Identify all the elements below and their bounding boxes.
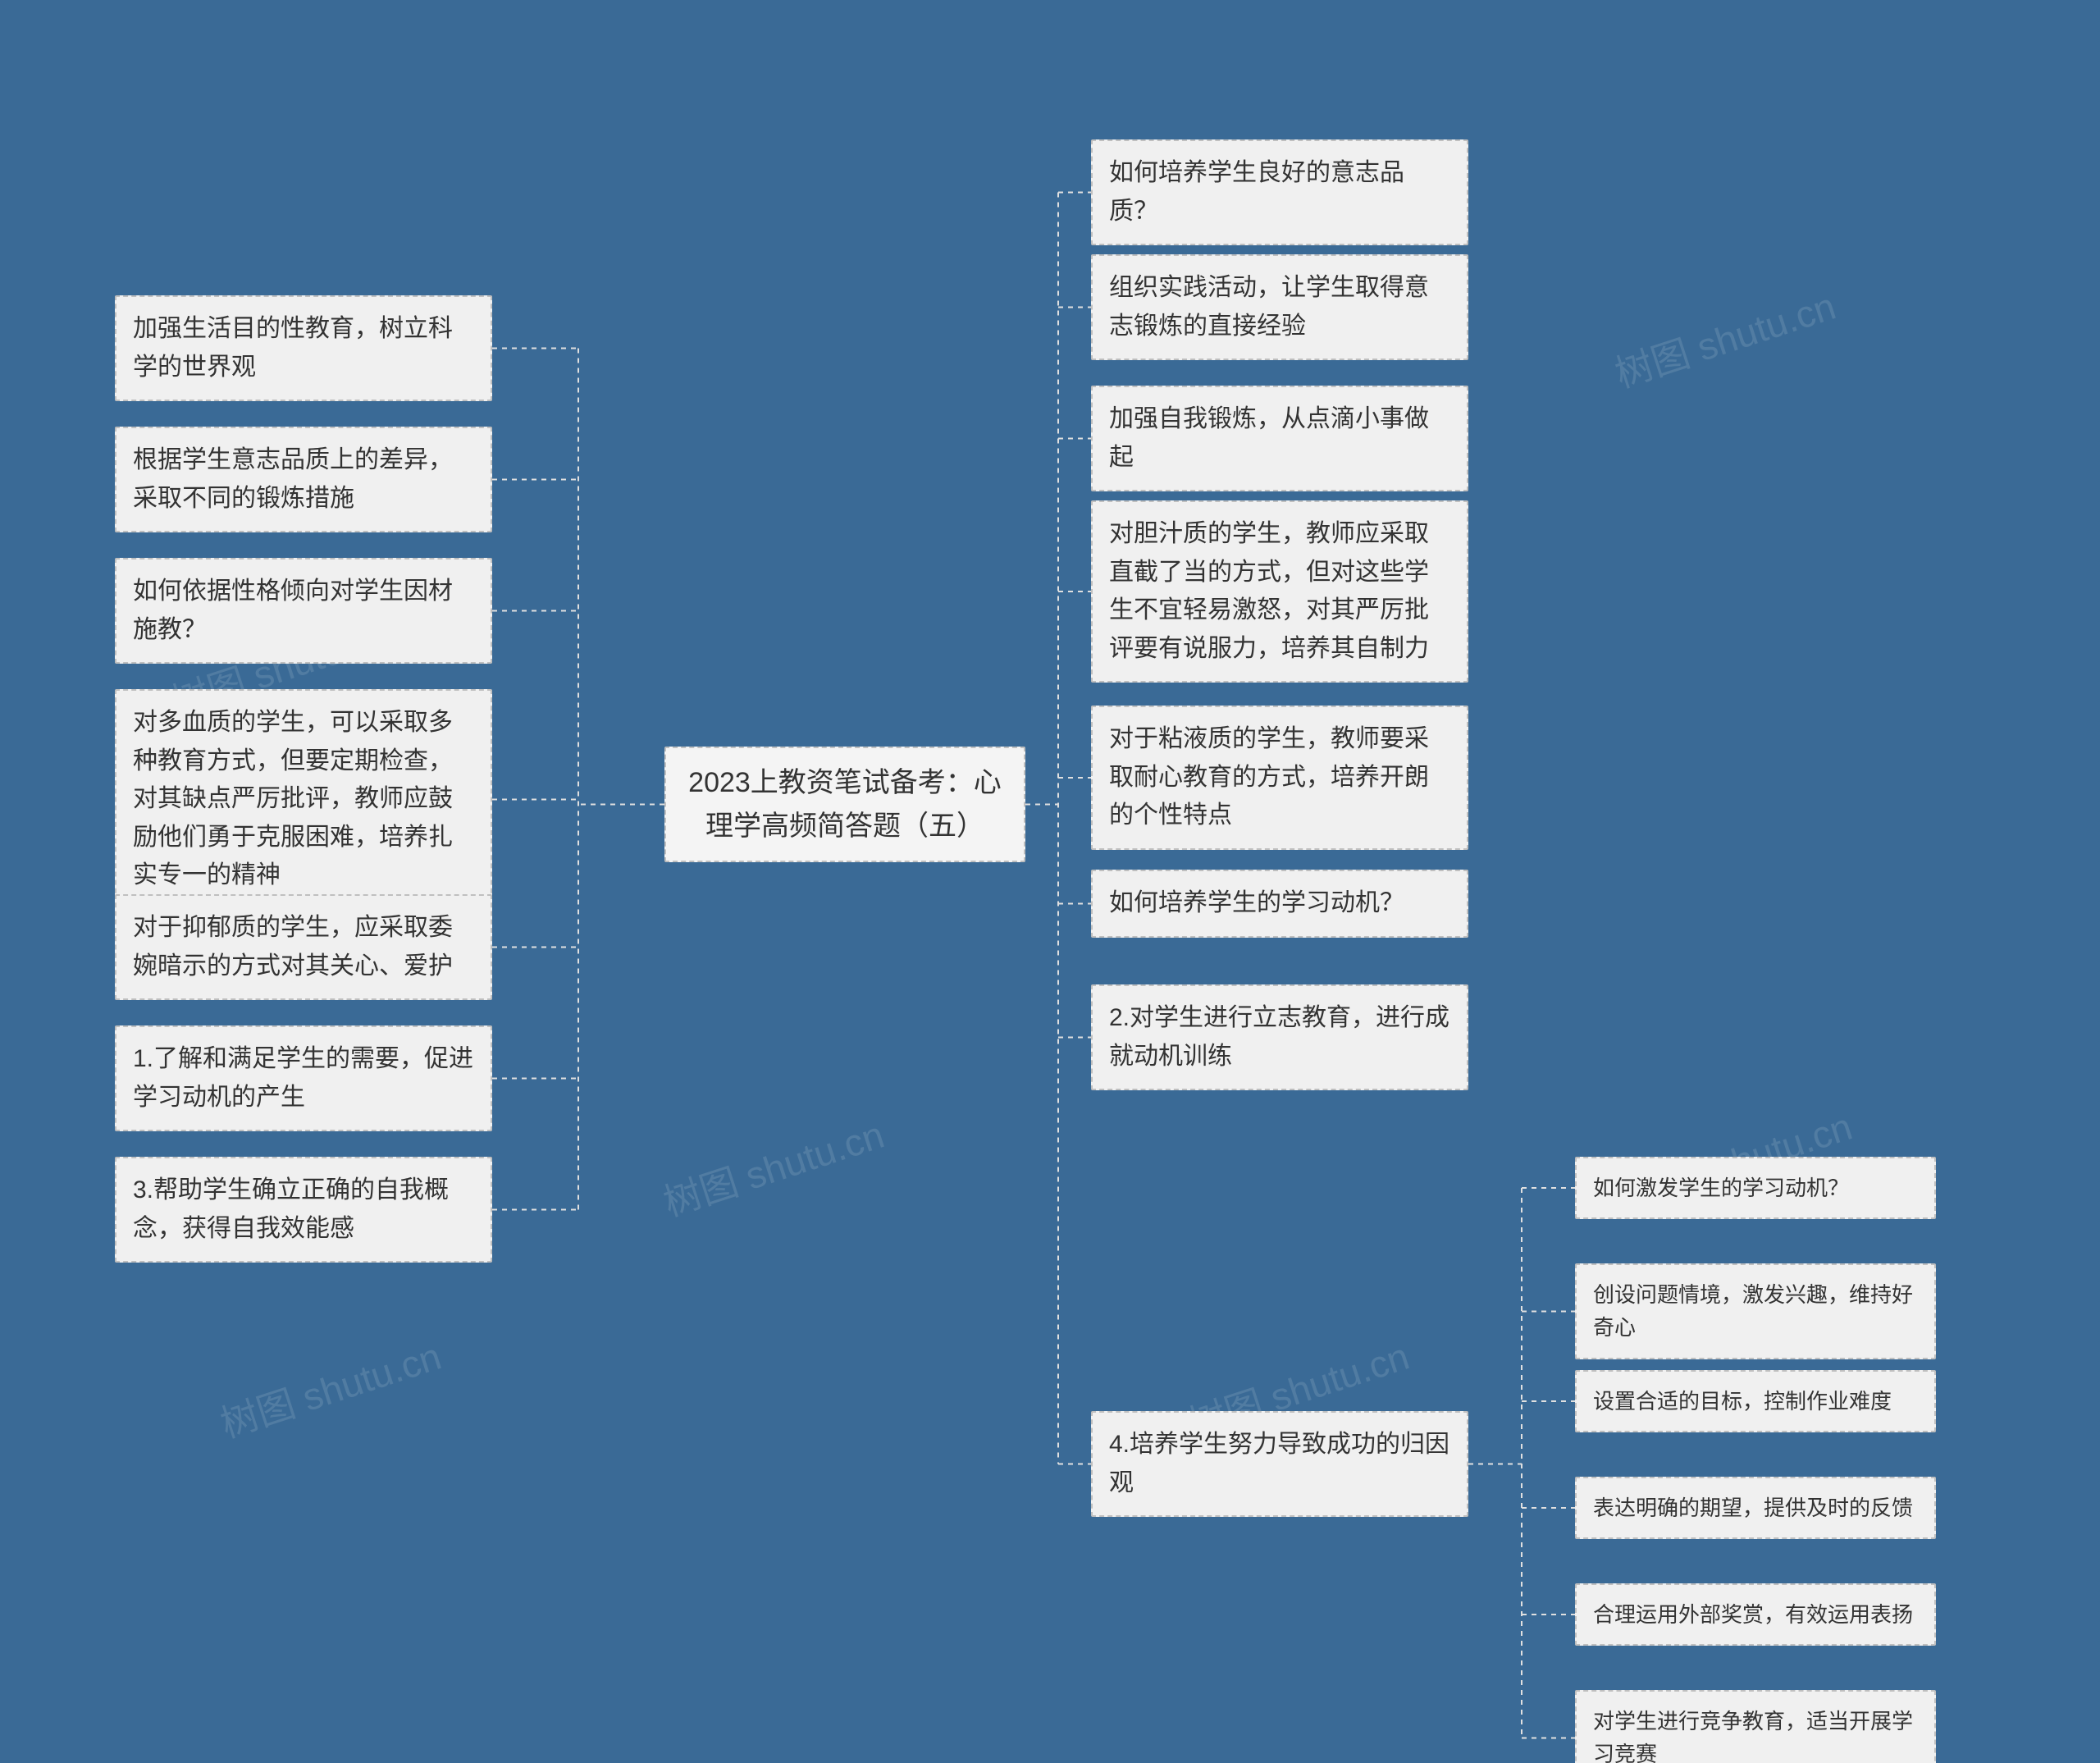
left-node-1: 根据学生意志品质上的差异，采取不同的锻炼措施 xyxy=(115,427,492,532)
right-node-4: 对于粘液质的学生，教师要采取耐心教育的方式，培养开朗的个性特点 xyxy=(1091,706,1468,850)
right-node-2: 加强自我锻炼，从点滴小事做起 xyxy=(1091,386,1468,491)
left-node-6: 3.帮助学生确立正确的自我概念，获得自我效能感 xyxy=(115,1157,492,1263)
left-node-4-label: 对于抑郁质的学生，应采取委婉暗示的方式对其关心、爱护 xyxy=(133,914,453,980)
right-sub-node-0-label: 如何激发学生的学习动机？ xyxy=(1593,1176,1849,1200)
right-node-1-label: 组织实践活动，让学生取得意志锻炼的直接经验 xyxy=(1109,274,1429,340)
left-node-3-label: 对多血质的学生，可以采取多种教育方式，但要定期检查，对其缺点严厉批评，教师应鼓励… xyxy=(133,709,453,888)
center-title: 2023上教资笔试备考：心理学高频简答题（五） xyxy=(688,767,1002,842)
right-sub-node-5: 对学生进行竞争教育，适当开展学习竞赛 xyxy=(1575,1690,1936,1763)
right-sub-node-2: 设置合适的目标，控制作业难度 xyxy=(1575,1370,1936,1432)
right-node-7-label: 4.培养学生努力导致成功的归因观 xyxy=(1109,1431,1449,1496)
left-node-0: 加强生活目的性教育，树立科学的世界观 xyxy=(115,295,492,401)
right-sub-node-3-label: 表达明确的期望，提供及时的反馈 xyxy=(1593,1496,1913,1520)
left-node-2-label: 如何依据性格倾向对学生因材施教？ xyxy=(133,578,453,643)
right-node-6: 2.对学生进行立志教育，进行成就动机训练 xyxy=(1091,984,1468,1090)
watermark: 树图 shutu.cn xyxy=(1608,276,1842,399)
mindmap-center-node: 2023上教资笔试备考：心理学高频简答题（五） xyxy=(664,747,1025,862)
left-node-3: 对多血质的学生，可以采取多种教育方式，但要定期检查，对其缺点严厉批评，教师应鼓励… xyxy=(115,689,492,910)
right-node-3: 对胆汁质的学生，教师应采取直截了当的方式，但对这些学生不宜轻易激怒，对其严厉批评… xyxy=(1091,500,1468,683)
right-sub-node-0: 如何激发学生的学习动机？ xyxy=(1575,1157,1936,1219)
watermark: 树图 shutu.cn xyxy=(656,1105,890,1227)
left-node-0-label: 加强生活目的性教育，树立科学的世界观 xyxy=(133,315,453,381)
right-sub-node-1-label: 创设问题情境，激发兴趣，维持好奇心 xyxy=(1593,1282,1913,1340)
right-node-6-label: 2.对学生进行立志教育，进行成就动机训练 xyxy=(1109,1004,1449,1070)
right-node-0-label: 如何培养学生良好的意志品质？ xyxy=(1109,159,1404,225)
left-node-1-label: 根据学生意志品质上的差异，采取不同的锻炼措施 xyxy=(133,446,453,512)
right-sub-node-4: 合理运用外部奖赏，有效运用表扬 xyxy=(1575,1583,1936,1646)
right-sub-node-1: 创设问题情境，激发兴趣，维持好奇心 xyxy=(1575,1263,1936,1359)
watermark: 树图 shutu.cn xyxy=(213,1327,447,1449)
right-node-2-label: 加强自我锻炼，从点滴小事做起 xyxy=(1109,405,1429,471)
right-node-3-label: 对胆汁质的学生，教师应采取直截了当的方式，但对这些学生不宜轻易激怒，对其严厉批评… xyxy=(1109,520,1429,662)
right-node-0: 如何培养学生良好的意志品质？ xyxy=(1091,139,1468,245)
left-node-2: 如何依据性格倾向对学生因材施教？ xyxy=(115,558,492,664)
right-sub-node-4-label: 合理运用外部奖赏，有效运用表扬 xyxy=(1593,1602,1913,1627)
left-node-5: 1.了解和满足学生的需要，促进学习动机的产生 xyxy=(115,1025,492,1131)
right-node-5-label: 如何培养学生的学习动机？ xyxy=(1109,889,1404,916)
right-node-7: 4.培养学生努力导致成功的归因观 xyxy=(1091,1411,1468,1517)
right-node-4-label: 对于粘液质的学生，教师要采取耐心教育的方式，培养开朗的个性特点 xyxy=(1109,725,1429,829)
right-sub-node-3: 表达明确的期望，提供及时的反馈 xyxy=(1575,1477,1936,1539)
right-sub-node-2-label: 设置合适的目标，控制作业难度 xyxy=(1593,1389,1892,1414)
left-node-4: 对于抑郁质的学生，应采取委婉暗示的方式对其关心、爱护 xyxy=(115,894,492,1000)
left-node-5-label: 1.了解和满足学生的需要，促进学习动机的产生 xyxy=(133,1045,473,1111)
right-sub-node-5-label: 对学生进行竞争教育，适当开展学习竞赛 xyxy=(1593,1709,1913,1763)
left-node-6-label: 3.帮助学生确立正确的自我概念，获得自我效能感 xyxy=(133,1176,449,1242)
right-node-1: 组织实践活动，让学生取得意志锻炼的直接经验 xyxy=(1091,254,1468,360)
right-node-5: 如何培养学生的学习动机？ xyxy=(1091,870,1468,938)
